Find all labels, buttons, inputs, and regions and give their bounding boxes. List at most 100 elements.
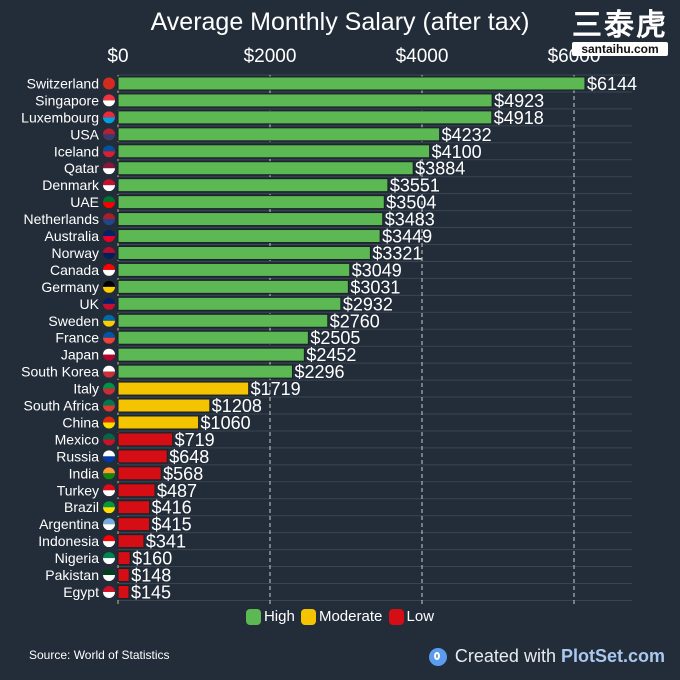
category-label: Netherlands (24, 211, 100, 227)
category-label: Japan (61, 347, 99, 363)
plotset-credit[interactable]: Created with PlotSet.com (428, 646, 665, 667)
bar-row: Luxembourg $4918 (21, 108, 544, 128)
category-label: UK (80, 296, 100, 312)
bar-row: Turkey $487 (57, 481, 197, 501)
france-flag-icon (103, 331, 115, 344)
bar-row: Switzerland $6144 (27, 74, 637, 94)
value-label: $148 (131, 566, 171, 586)
bar[interactable] (117, 279, 349, 294)
credit-prefix: Created with (454, 646, 556, 666)
category-label: Russia (56, 448, 99, 464)
chart-title: Average Monthly Salary (after tax) (150, 8, 530, 36)
bar[interactable] (117, 466, 162, 481)
category-label: Australia (45, 228, 100, 244)
value-label: $160 (132, 549, 172, 569)
legend-label-high: High (263, 608, 295, 625)
bar[interactable] (117, 381, 250, 396)
bar[interactable] (117, 245, 371, 260)
value-label: $3884 (415, 159, 465, 179)
bar[interactable] (117, 449, 168, 464)
category-label: India (69, 465, 100, 481)
bar[interactable] (117, 483, 156, 498)
pakistan-flag-icon (103, 569, 115, 582)
value-label: $568 (163, 464, 203, 484)
south-africa-flag-icon (103, 399, 115, 412)
bar[interactable] (117, 364, 293, 379)
category-label: Norway (52, 245, 99, 261)
credit-brand[interactable]: PlotSet.com (560, 646, 665, 666)
bar[interactable] (117, 178, 389, 193)
bar[interactable] (117, 551, 131, 566)
value-label: $416 (152, 498, 192, 518)
legend-label-moderate: Moderate (318, 608, 383, 625)
bar-row: China $1060 (62, 413, 250, 433)
singapore-flag-icon (103, 94, 115, 107)
bar-row: Iceland $4100 (54, 142, 482, 162)
value-label: $145 (131, 582, 171, 602)
germany-flag-icon (103, 280, 115, 293)
bar-row: Nigeria $160 (55, 549, 173, 569)
bar[interactable] (117, 127, 441, 142)
bar[interactable] (117, 76, 586, 91)
legend-item-high[interactable]: High (245, 608, 295, 625)
bar[interactable] (117, 144, 431, 159)
bar[interactable] (117, 534, 145, 549)
bar[interactable] (117, 229, 381, 244)
bar[interactable] (117, 212, 384, 227)
bar[interactable] (117, 415, 200, 430)
bar[interactable] (117, 313, 329, 328)
bar-row: Netherlands $3483 (24, 210, 435, 230)
bar-row: Qatar $3884 (64, 159, 465, 179)
value-label: $3483 (385, 210, 435, 230)
bar[interactable] (117, 110, 493, 125)
plotset-logo-icon (428, 647, 447, 666)
bar[interactable] (117, 568, 130, 583)
bar[interactable] (117, 432, 174, 447)
bar[interactable] (117, 500, 151, 515)
value-label: $3321 (372, 243, 422, 263)
india-flag-icon (103, 467, 115, 480)
bar[interactable] (117, 161, 414, 176)
legend-item-moderate[interactable]: Moderate (300, 608, 383, 625)
bar[interactable] (117, 195, 385, 210)
bar[interactable] (117, 347, 305, 362)
bar-row: Argentina $415 (39, 515, 192, 535)
legend-swatch-high (245, 608, 261, 625)
category-label: Brazil (64, 499, 99, 515)
category-label: Iceland (54, 143, 99, 159)
bar-row: UK $2932 (80, 294, 393, 314)
bar-row: Mexico $719 (55, 430, 215, 450)
egypt-flag-icon (103, 585, 115, 598)
bar[interactable] (117, 330, 309, 345)
china-flag-icon (103, 416, 115, 429)
value-label: $4232 (442, 125, 492, 145)
value-label: $1060 (201, 413, 251, 433)
bar[interactable] (117, 296, 342, 311)
legend-item-low[interactable]: Low (388, 608, 434, 625)
bar-row: Pakistan $148 (45, 566, 171, 586)
netherlands-flag-icon (103, 213, 115, 226)
category-label: Qatar (64, 160, 99, 176)
iceland-flag-icon (103, 145, 115, 158)
indonesia-flag-icon (103, 535, 115, 548)
category-label: South Korea (21, 364, 99, 380)
bar-row: Italy $1719 (73, 379, 300, 399)
value-label: $415 (152, 515, 192, 535)
category-label: Canada (50, 262, 99, 278)
category-label: Switzerland (27, 75, 99, 91)
bar[interactable] (117, 262, 351, 277)
value-label: $3504 (386, 193, 436, 213)
watermark-url: santaihu.com (572, 42, 668, 56)
value-label: $3049 (352, 260, 402, 280)
bar[interactable] (117, 398, 211, 413)
bar-row: Canada $3049 (50, 260, 402, 280)
value-label: $2760 (330, 311, 380, 331)
value-label: $719 (175, 430, 215, 450)
bar[interactable] (117, 584, 130, 599)
bar-row: Norway $3321 (52, 243, 423, 263)
value-label: $4923 (494, 91, 544, 111)
bar-row: Australia $3449 (45, 227, 433, 247)
bar-row: South Africa $1208 (24, 396, 262, 416)
bar[interactable] (117, 93, 493, 108)
bar[interactable] (117, 517, 151, 532)
